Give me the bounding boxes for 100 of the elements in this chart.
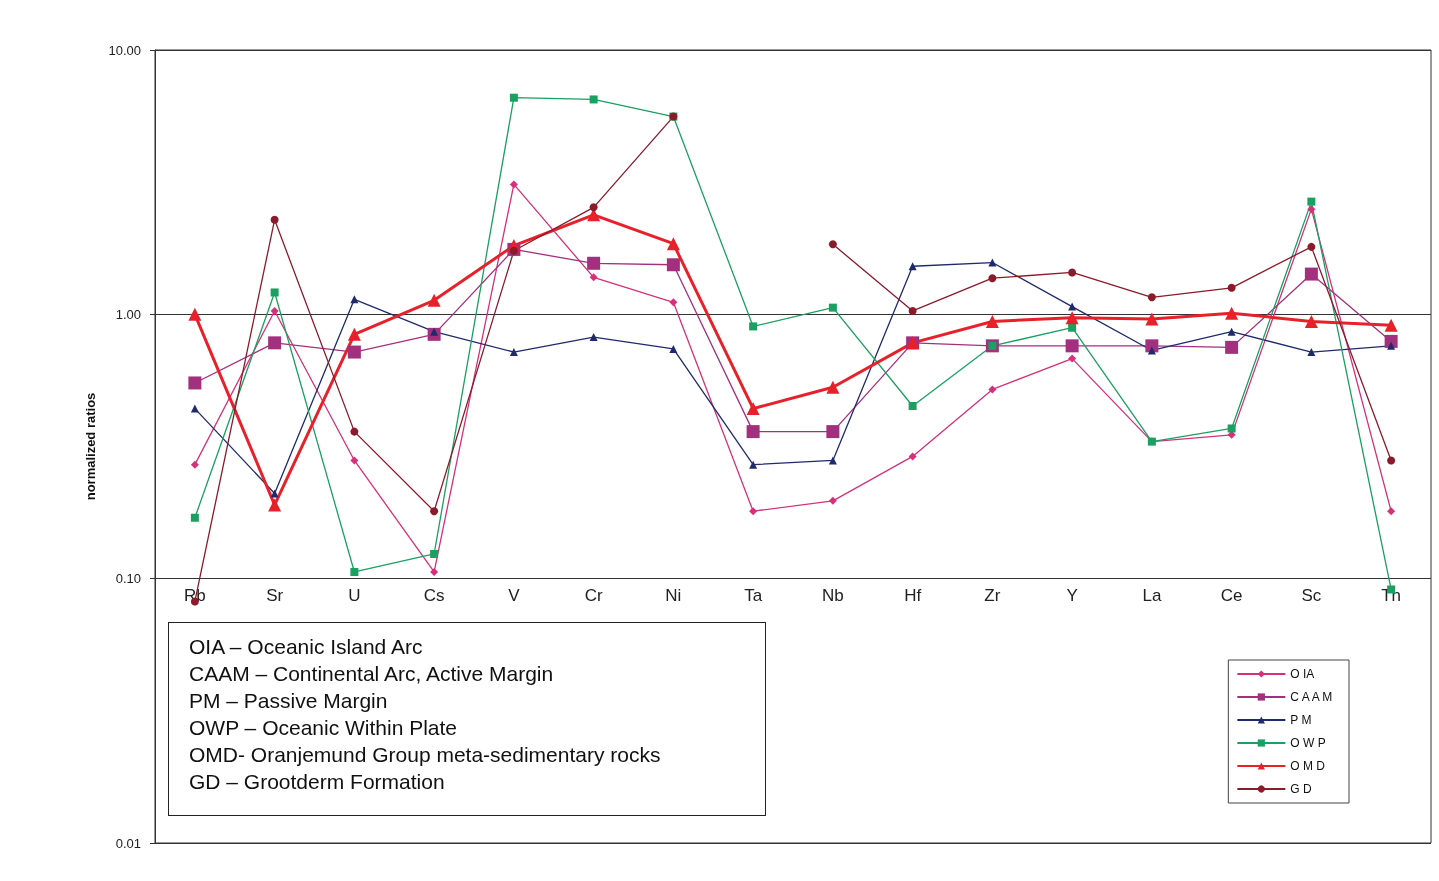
legend-label: C A A M — [1290, 690, 1333, 704]
point — [430, 549, 439, 558]
x-tick-label: Cr — [584, 585, 603, 605]
x-tick-label: Y — [1066, 585, 1078, 605]
point — [749, 507, 758, 516]
y-tick-label: 0.10 — [115, 571, 141, 587]
point — [1225, 306, 1239, 320]
point — [1068, 302, 1077, 311]
point — [1304, 314, 1318, 328]
point — [666, 258, 680, 272]
point — [190, 460, 199, 469]
x-tick-label: Cs — [423, 585, 445, 605]
point — [270, 288, 279, 297]
point — [347, 327, 361, 341]
point — [826, 425, 840, 439]
point — [1068, 323, 1077, 332]
point — [746, 425, 760, 439]
point — [828, 240, 837, 249]
annotation: PM – Passive Margin — [189, 688, 389, 714]
point — [270, 215, 279, 224]
point — [988, 274, 997, 283]
point — [1307, 242, 1316, 251]
point — [1227, 424, 1236, 433]
point — [828, 303, 837, 312]
point — [1147, 293, 1156, 302]
point — [589, 203, 598, 212]
point — [190, 404, 199, 413]
point — [1384, 318, 1398, 332]
legend-label: G D — [1290, 782, 1312, 796]
point — [1145, 339, 1159, 353]
annotation: CAAM – Continental Arc, Active Margin — [189, 661, 555, 687]
x-tick-label: Zr — [984, 585, 1001, 605]
point — [1307, 197, 1316, 206]
x-tick-label: Hf — [904, 585, 922, 605]
point — [749, 322, 758, 331]
point — [270, 306, 279, 315]
point — [908, 402, 917, 410]
point — [350, 427, 359, 436]
point — [430, 507, 439, 516]
point — [188, 307, 202, 321]
x-tick-label: V — [508, 585, 521, 605]
point — [1065, 339, 1079, 353]
point — [509, 348, 518, 357]
y-tick-label: 1.00 — [115, 306, 141, 322]
point — [350, 456, 359, 465]
point — [988, 385, 997, 394]
point — [908, 306, 917, 315]
y-tick-label: 0.01 — [115, 835, 141, 851]
point — [828, 496, 837, 505]
annotation: OMD- Oranjemund Group meta-sedimentary rocks — [189, 742, 662, 768]
point — [350, 567, 359, 576]
point — [190, 513, 199, 522]
legend-label: P M — [1290, 713, 1312, 727]
annotation: GD – Grootderm Formation — [189, 769, 446, 795]
point — [1387, 507, 1396, 516]
point — [669, 344, 678, 353]
y-axis-title: normalized ratios — [83, 392, 98, 501]
x-tick-label: La — [1142, 585, 1162, 605]
y-tick-label: 10.00 — [108, 42, 141, 58]
point — [589, 273, 598, 282]
point — [988, 258, 997, 267]
annotation: OWP – Oceanic Within Plate — [189, 715, 459, 741]
point — [1065, 311, 1079, 325]
x-tick-label: Sc — [1301, 585, 1322, 605]
point — [268, 336, 282, 350]
point — [1225, 340, 1239, 354]
point — [587, 256, 601, 270]
point — [1227, 327, 1236, 336]
point — [1068, 268, 1077, 277]
x-tick-label: Ta — [744, 585, 763, 605]
x-tick-label: Ni — [665, 585, 682, 605]
point — [908, 452, 917, 461]
legend-label: O M D — [1290, 759, 1326, 773]
annotation: OIA – Oceanic Island Arc — [189, 634, 424, 660]
point — [1304, 267, 1318, 281]
point — [826, 380, 840, 394]
point — [427, 293, 441, 307]
point — [188, 376, 202, 390]
x-tick-label: U — [348, 585, 361, 605]
point — [1227, 283, 1236, 292]
x-tick-label: Ce — [1220, 585, 1243, 605]
point — [985, 314, 999, 328]
point — [749, 460, 758, 469]
point — [509, 180, 518, 189]
point — [347, 345, 361, 359]
legend-label: O IA — [1290, 667, 1315, 681]
point — [1387, 456, 1396, 465]
point — [1307, 348, 1316, 357]
point — [589, 95, 598, 104]
point — [746, 402, 760, 416]
point — [430, 567, 439, 576]
point — [1145, 312, 1159, 326]
x-tick-label: Nb — [822, 585, 844, 605]
point — [666, 237, 680, 251]
point — [1307, 205, 1316, 214]
point — [268, 498, 282, 512]
point — [669, 298, 678, 307]
point — [509, 93, 518, 102]
point — [1068, 354, 1077, 363]
point — [589, 333, 598, 342]
